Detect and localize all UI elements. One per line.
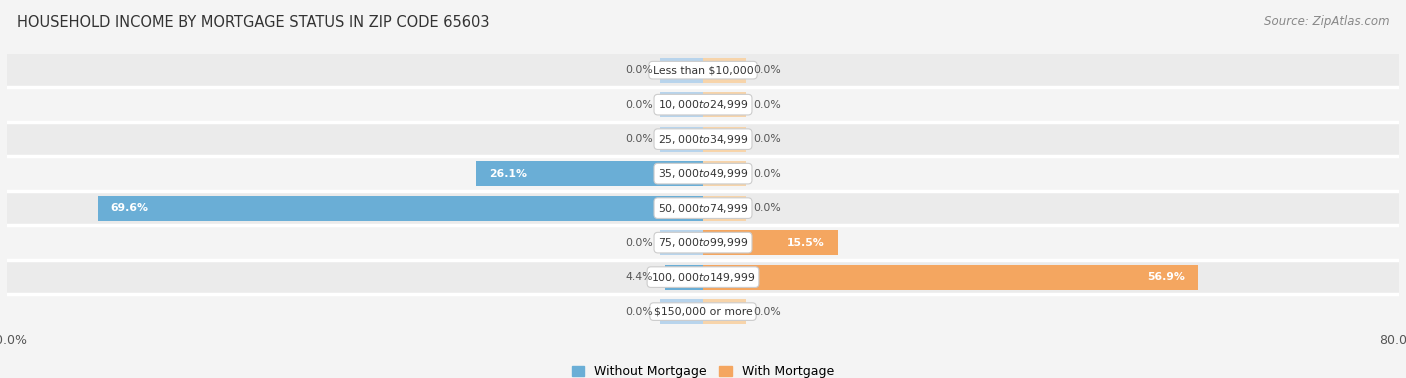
Text: $75,000 to $99,999: $75,000 to $99,999 [658, 236, 748, 249]
Text: 0.0%: 0.0% [754, 203, 782, 213]
Text: 0.0%: 0.0% [754, 134, 782, 144]
Text: HOUSEHOLD INCOME BY MORTGAGE STATUS IN ZIP CODE 65603: HOUSEHOLD INCOME BY MORTGAGE STATUS IN Z… [17, 15, 489, 30]
Bar [703, 196, 747, 220]
Text: $50,000 to $74,999: $50,000 to $74,999 [658, 201, 748, 215]
Text: 4.4%: 4.4% [626, 272, 652, 282]
Bar [703, 299, 747, 324]
Bar [703, 92, 747, 117]
Text: $100,000 to $149,999: $100,000 to $149,999 [651, 271, 755, 284]
Text: 0.0%: 0.0% [754, 65, 782, 75]
Bar [659, 58, 703, 82]
Bar [7, 261, 1399, 293]
Text: Source: ZipAtlas.com: Source: ZipAtlas.com [1264, 15, 1389, 28]
Bar [703, 127, 747, 152]
Text: $25,000 to $34,999: $25,000 to $34,999 [658, 133, 748, 146]
Bar [7, 295, 1399, 328]
Bar [703, 161, 747, 186]
Bar [7, 88, 1399, 121]
Text: 26.1%: 26.1% [489, 169, 527, 179]
Bar [703, 265, 1198, 290]
Text: $35,000 to $49,999: $35,000 to $49,999 [658, 167, 748, 180]
Bar [7, 192, 1399, 225]
Bar [7, 54, 1399, 87]
Text: 69.6%: 69.6% [111, 203, 149, 213]
Text: 0.0%: 0.0% [624, 307, 652, 317]
Bar [7, 226, 1399, 259]
Text: 15.5%: 15.5% [787, 238, 825, 248]
Text: $150,000 or more: $150,000 or more [654, 307, 752, 317]
Text: 0.0%: 0.0% [624, 65, 652, 75]
Bar [703, 58, 747, 82]
Bar [659, 127, 703, 152]
Text: 56.9%: 56.9% [1147, 272, 1185, 282]
Text: 0.0%: 0.0% [754, 169, 782, 179]
Bar [703, 230, 838, 255]
Text: 0.0%: 0.0% [624, 238, 652, 248]
Text: 0.0%: 0.0% [754, 100, 782, 110]
Bar [7, 123, 1399, 155]
Bar [477, 161, 703, 186]
Bar [665, 265, 703, 290]
Bar [659, 230, 703, 255]
Text: 0.0%: 0.0% [624, 134, 652, 144]
Legend: Without Mortgage, With Mortgage: Without Mortgage, With Mortgage [567, 360, 839, 378]
Text: Less than $10,000: Less than $10,000 [652, 65, 754, 75]
Bar [7, 157, 1399, 190]
Bar [659, 92, 703, 117]
Bar [97, 196, 703, 220]
Text: 0.0%: 0.0% [754, 307, 782, 317]
Bar [659, 299, 703, 324]
Text: 0.0%: 0.0% [624, 100, 652, 110]
Text: $10,000 to $24,999: $10,000 to $24,999 [658, 98, 748, 111]
